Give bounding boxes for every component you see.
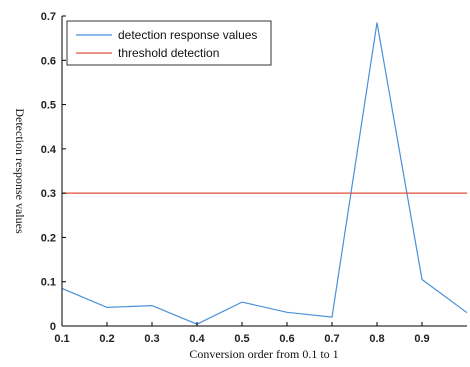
y-tick-label: 0.3	[41, 188, 56, 200]
y-axis-title: Detection response values	[13, 108, 27, 234]
y-tick-label: 0.2	[41, 232, 56, 244]
x-ticks: 0.1 0.2 0.3 0.4 0.5 0.6 0.7 0.8 0.9	[54, 322, 430, 345]
x-axis-title: Conversion order from 0.1 to 1	[189, 347, 338, 361]
y-tick-label: 0	[50, 321, 56, 333]
y-tick-label: 0.4	[41, 144, 57, 156]
x-tick-label: 0.4	[189, 333, 205, 345]
series-layer	[61, 22, 468, 325]
x-tick-label: 0.9	[414, 333, 429, 345]
y-tick-label: 0.7	[41, 11, 56, 23]
legend-box	[66, 20, 272, 66]
x-tick-label: 0.6	[279, 333, 294, 345]
x-tick-label: 0.3	[144, 333, 159, 345]
x-tick-label: 0.2	[99, 333, 114, 345]
x-tick-label: 0.8	[369, 333, 384, 345]
legend-label-detection-response: detection response values	[118, 28, 257, 42]
axes-layer	[61, 16, 467, 327]
x-tick-label: 0.7	[324, 333, 339, 345]
series-line-0	[61, 22, 468, 325]
x-tick-label: 0.1	[54, 333, 69, 345]
legend-label-threshold: threshold detection	[118, 46, 219, 60]
y-tick-label: 0.5	[41, 100, 56, 112]
legend: detection response values threshold dete…	[66, 20, 272, 66]
plot-area	[62, 16, 467, 326]
x-tick-label: 0.5	[234, 333, 249, 345]
y-tick-label: 0.6	[41, 55, 56, 67]
y-tick-label: 0.1	[41, 277, 56, 289]
y-ticks: 0 0.1 0.2 0.3 0.4 0.5 0.6 0.7	[41, 11, 66, 333]
